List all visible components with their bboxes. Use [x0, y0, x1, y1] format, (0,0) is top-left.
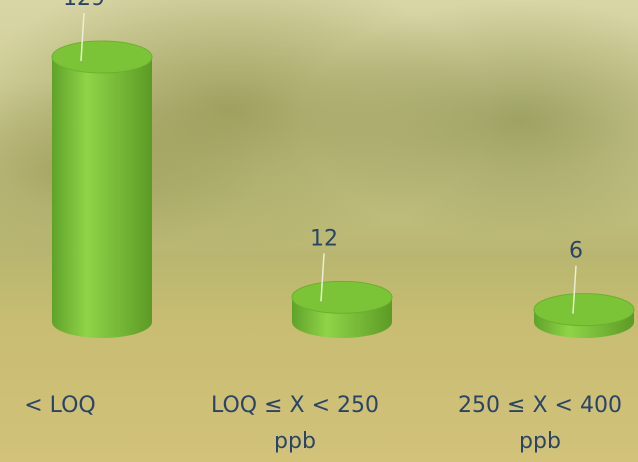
leader-line [572, 265, 577, 314]
x-tick-label: < LOQ [24, 393, 96, 418]
value-label: 12 [310, 226, 338, 251]
x-tick-label: LOQ ≤ X < 250 ppb [210, 393, 379, 454]
bar-top [291, 280, 393, 314]
value-label: 129 [63, 0, 105, 11]
leader-line [80, 12, 85, 62]
bar-top [51, 40, 153, 74]
x-tick-label: 250 ≤ X < 400 ppb [458, 393, 622, 454]
leader-line [320, 253, 325, 302]
bar [52, 57, 152, 338]
bar-top [533, 293, 635, 327]
value-label: 6 [569, 239, 583, 264]
